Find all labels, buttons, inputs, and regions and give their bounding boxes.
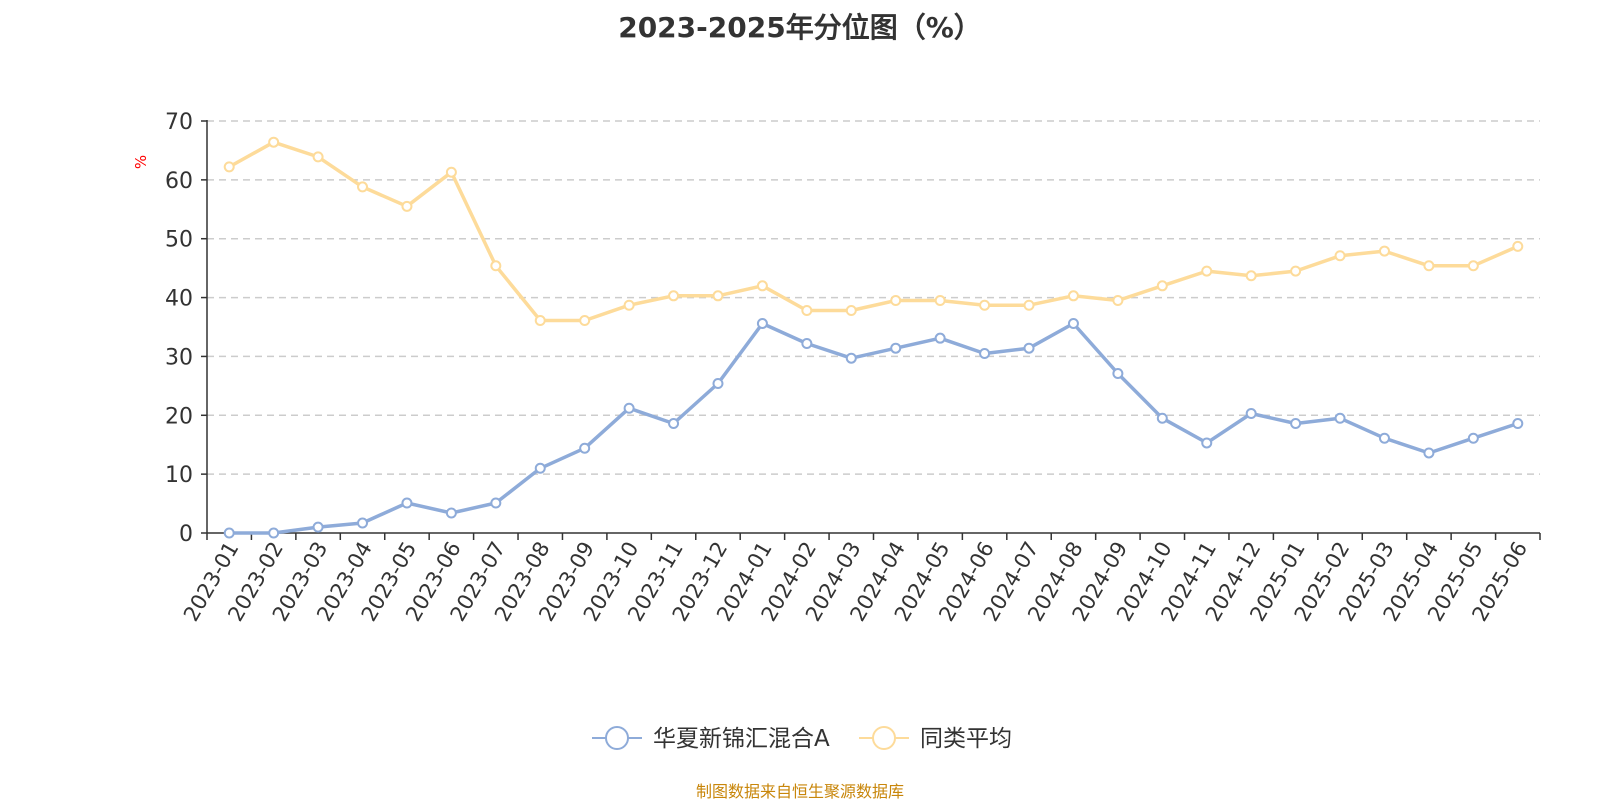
data-point bbox=[890, 295, 902, 307]
data-point bbox=[845, 305, 857, 317]
data-point bbox=[312, 521, 324, 533]
data-point bbox=[1067, 317, 1079, 329]
y-tick-label: 50 bbox=[165, 228, 193, 253]
data-point bbox=[668, 418, 680, 430]
data-point bbox=[445, 507, 457, 519]
data-point bbox=[801, 305, 813, 317]
y-tick-label: 10 bbox=[165, 463, 193, 488]
data-point bbox=[1512, 418, 1524, 430]
data-point bbox=[1290, 418, 1302, 430]
data-point bbox=[401, 200, 413, 212]
data-point bbox=[712, 290, 724, 302]
data-point bbox=[1023, 342, 1035, 354]
data-point bbox=[1156, 280, 1168, 292]
data-point bbox=[223, 161, 235, 173]
data-point bbox=[1156, 412, 1168, 424]
data-point bbox=[1112, 367, 1124, 379]
y-tick-label: 40 bbox=[165, 287, 193, 312]
data-point bbox=[845, 352, 857, 364]
data-point bbox=[712, 378, 724, 390]
y-tick-label: 60 bbox=[165, 169, 193, 194]
data-point bbox=[979, 299, 991, 311]
data-point bbox=[801, 337, 813, 349]
series-line bbox=[228, 140, 1519, 323]
data-point bbox=[1423, 447, 1435, 459]
data-point bbox=[1290, 265, 1302, 277]
y-tick-label: 20 bbox=[165, 404, 193, 429]
data-point bbox=[1334, 412, 1346, 424]
grid-lines bbox=[207, 120, 1540, 475]
data-point bbox=[357, 517, 369, 529]
data-point bbox=[534, 462, 546, 474]
data-point bbox=[1112, 295, 1124, 307]
data-point bbox=[1467, 432, 1479, 444]
data-point bbox=[756, 317, 768, 329]
data-point bbox=[534, 315, 546, 327]
data-point bbox=[1245, 270, 1257, 282]
data-point bbox=[445, 166, 457, 178]
legend-marker bbox=[605, 726, 629, 750]
y-tick-label: 30 bbox=[165, 345, 193, 370]
y-axis-label: % bbox=[132, 155, 150, 169]
data-point bbox=[1512, 240, 1524, 252]
chart-title: 2023-2025年分位图（%） bbox=[618, 11, 982, 44]
series-2 bbox=[223, 136, 1524, 327]
series-1 bbox=[223, 317, 1524, 539]
data-point bbox=[1201, 265, 1213, 277]
axes: 0102030405060702023-012023-022023-032023… bbox=[165, 110, 1541, 625]
data-point bbox=[268, 527, 280, 539]
data-point bbox=[1067, 290, 1079, 302]
data-point bbox=[401, 497, 413, 509]
data-point bbox=[756, 280, 768, 292]
legend-item-1[interactable]: 华夏新锦汇混合A bbox=[592, 726, 830, 752]
data-point bbox=[934, 295, 946, 307]
data-point bbox=[1245, 408, 1257, 420]
data-point bbox=[268, 136, 280, 148]
data-point bbox=[223, 527, 235, 539]
data-point bbox=[1378, 245, 1390, 257]
legend-item-2[interactable]: 同类平均 bbox=[859, 726, 1012, 752]
data-point bbox=[490, 497, 502, 509]
data-point bbox=[890, 342, 902, 354]
data-point bbox=[1201, 437, 1213, 449]
data-point bbox=[1023, 299, 1035, 311]
data-point bbox=[490, 260, 502, 272]
data-point bbox=[623, 402, 635, 414]
y-tick-label: 70 bbox=[165, 110, 193, 135]
data-point bbox=[1467, 260, 1479, 272]
data-point bbox=[623, 299, 635, 311]
data-point bbox=[312, 151, 324, 163]
data-point bbox=[579, 442, 591, 454]
legend-marker bbox=[872, 726, 896, 750]
data-point bbox=[1423, 260, 1435, 272]
y-tick-label: 0 bbox=[179, 522, 193, 547]
data-point bbox=[357, 181, 369, 193]
legend-label: 华夏新锦汇混合A bbox=[653, 726, 830, 752]
data-point bbox=[579, 315, 591, 327]
data-point bbox=[1378, 432, 1390, 444]
series-line bbox=[229, 321, 1519, 535]
data-point bbox=[668, 290, 680, 302]
source-note: 制图数据来自恒生聚源数据库 bbox=[695, 782, 904, 801]
series-lines bbox=[223, 136, 1524, 539]
data-point bbox=[979, 347, 991, 359]
legend-label: 同类平均 bbox=[920, 726, 1012, 752]
data-point bbox=[1334, 250, 1346, 262]
legend[interactable]: 华夏新锦汇混合A 同类平均 bbox=[592, 726, 1012, 752]
data-point bbox=[934, 332, 946, 344]
